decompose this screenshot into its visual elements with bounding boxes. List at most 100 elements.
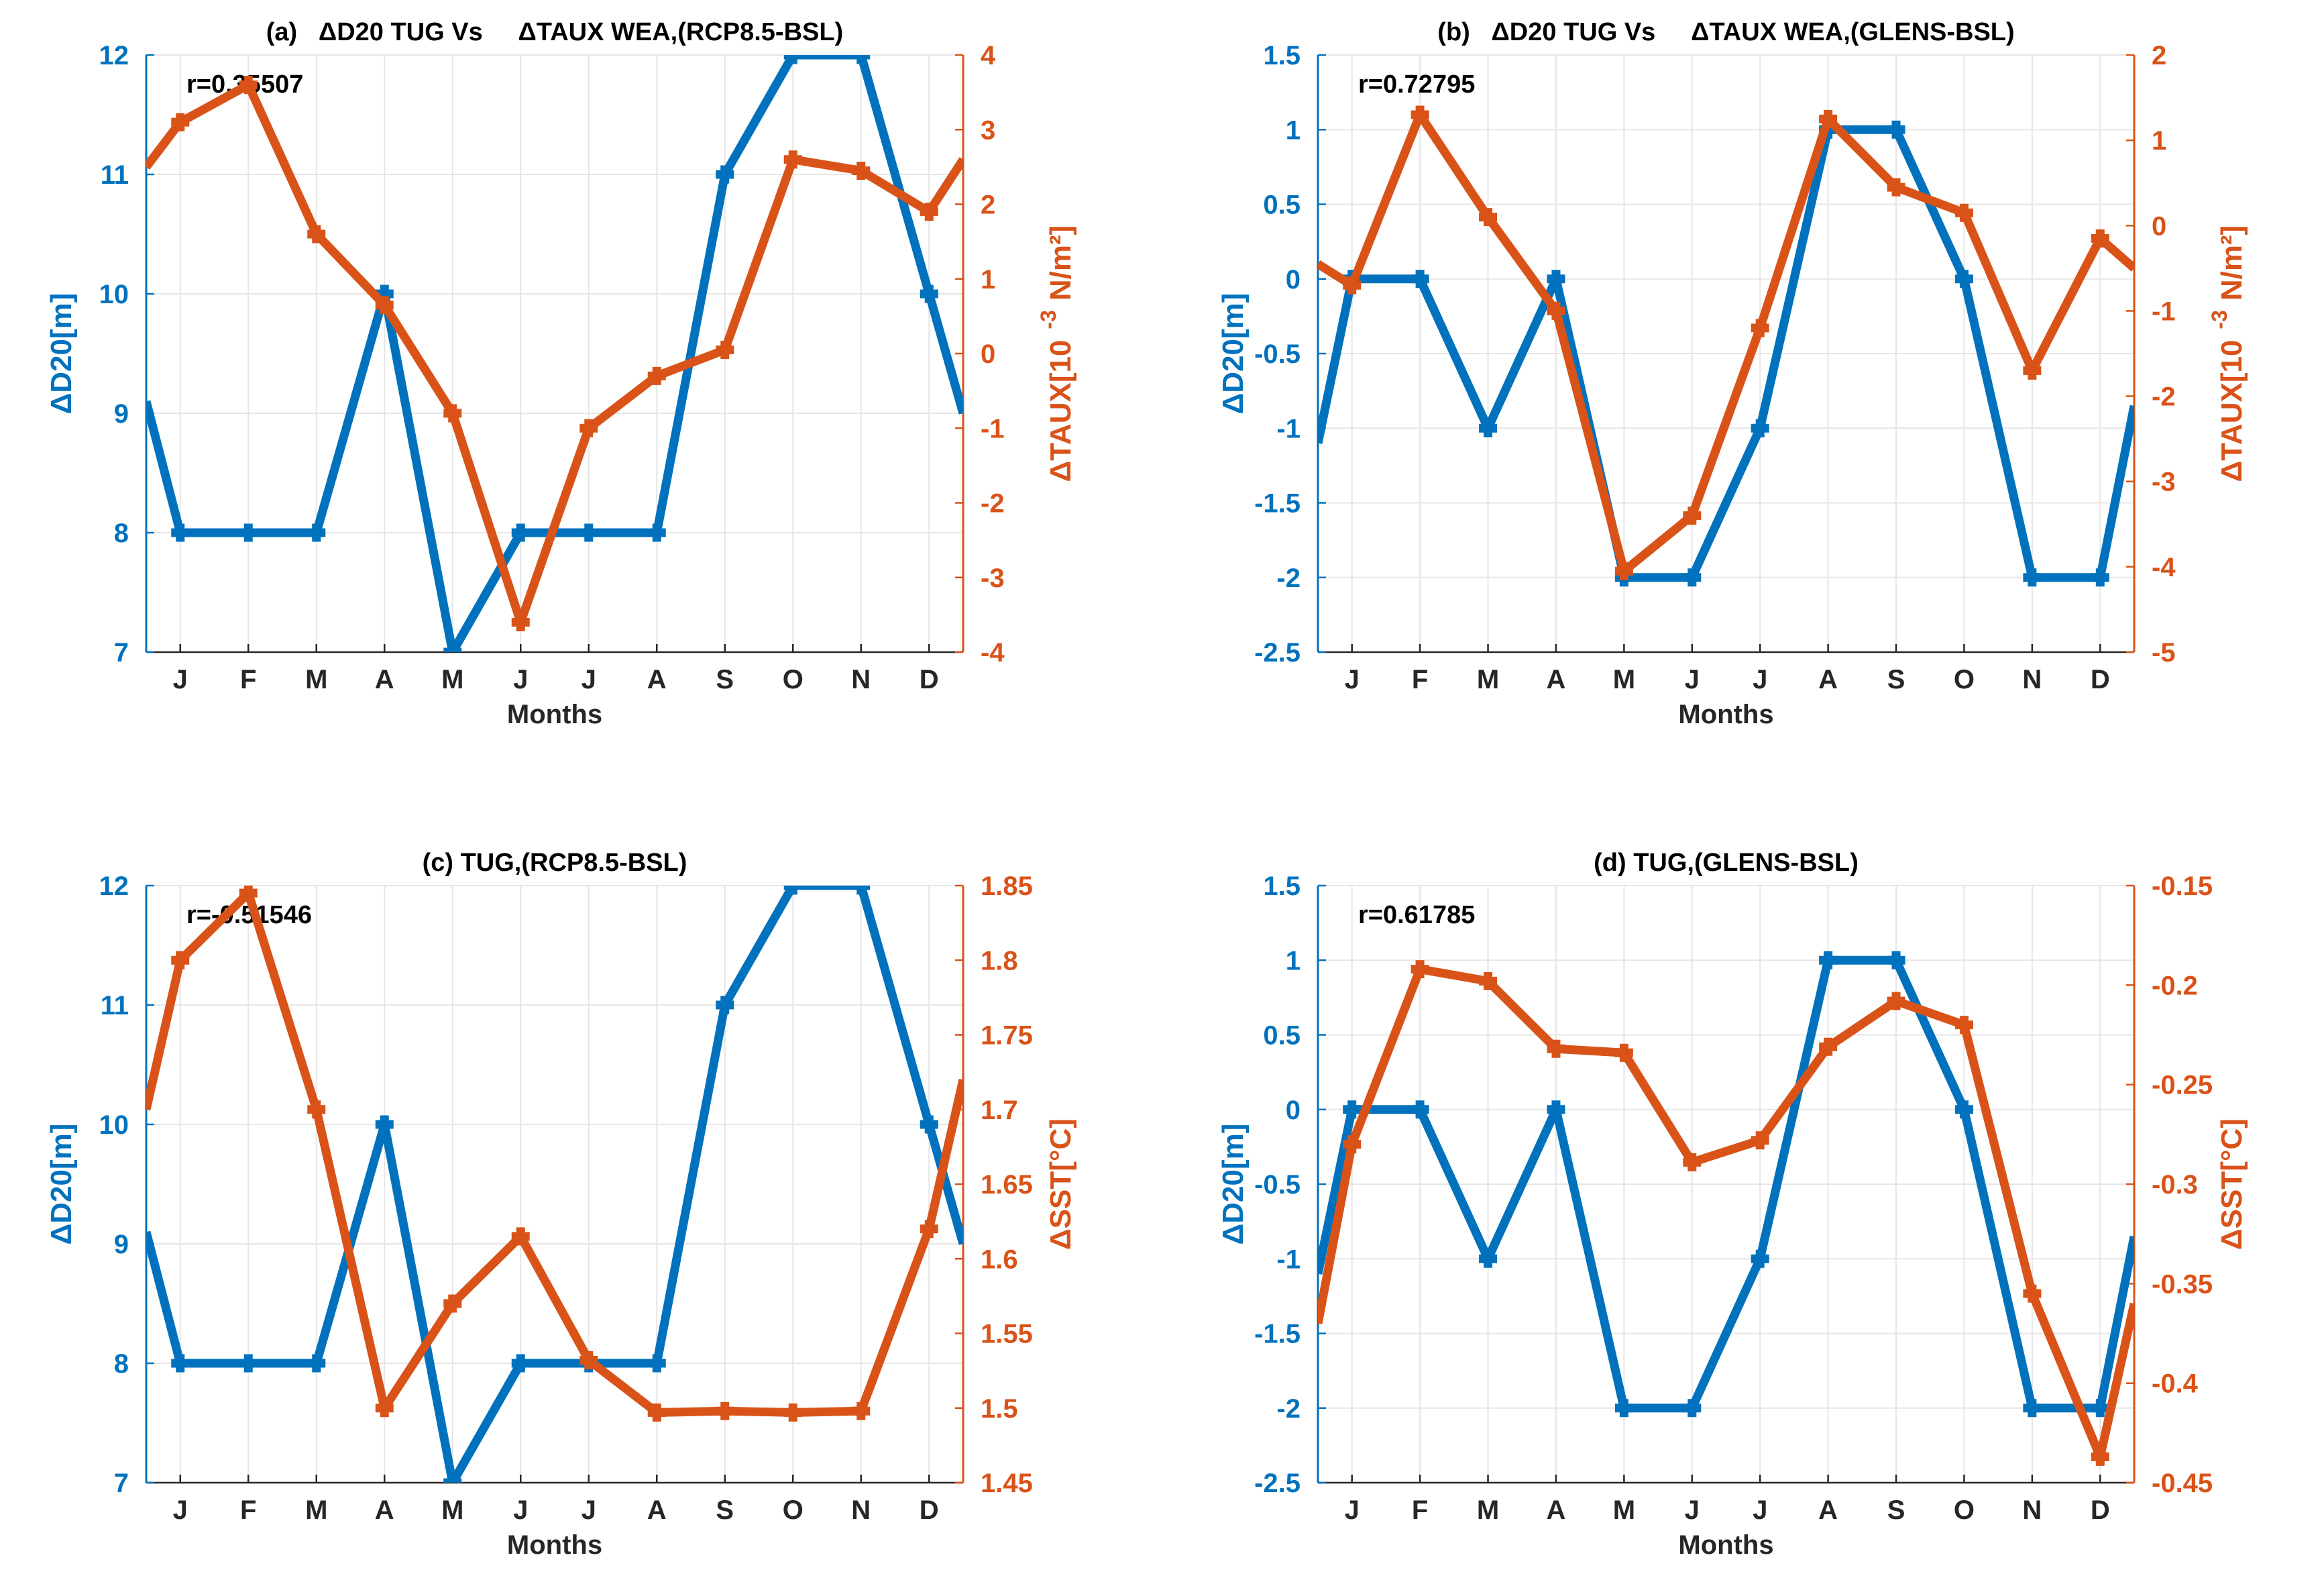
data-point (783, 150, 802, 169)
x-tick-label: M (1477, 1495, 1499, 1525)
x-tick-label: O (1954, 665, 1975, 694)
x-axis-label: Months (507, 700, 602, 729)
left-tick-label: 1 (1286, 946, 1301, 975)
x-tick-label: A (1547, 1495, 1566, 1525)
left-axis-label: ΔD20[m] (1217, 1124, 1250, 1245)
left-tick-label: 12 (99, 41, 129, 70)
right-tick-label: 2 (981, 191, 995, 220)
data-point (2023, 1284, 2042, 1303)
x-tick-label: A (375, 665, 394, 694)
data-point (1547, 1039, 1565, 1058)
data-point (1614, 1399, 1633, 1418)
data-point (783, 55, 802, 64)
x-tick-label: S (716, 1495, 734, 1525)
data-point (647, 1354, 666, 1373)
data-point (1683, 568, 1702, 587)
left-tick-label: 1.5 (1263, 872, 1301, 901)
left-tick-label: -2.5 (1254, 638, 1301, 668)
x-tick-label: N (851, 1495, 871, 1525)
data-point (307, 1354, 326, 1373)
left-tick-label: -2 (1276, 1394, 1301, 1424)
series-line (1318, 955, 2134, 1413)
data-point (1954, 1016, 1973, 1035)
data-point (375, 1399, 394, 1418)
data-point (443, 1294, 462, 1313)
data-point (2091, 229, 2109, 248)
data-point (1479, 419, 1498, 437)
right-tick-label: -0.35 (2152, 1269, 2213, 1299)
data-point (1954, 1100, 1973, 1119)
data-point (239, 1354, 258, 1373)
left-tick-label: 8 (114, 519, 129, 548)
series-right (146, 76, 963, 631)
right-tick-label: 1.7 (981, 1096, 1018, 1125)
data-point (783, 1403, 802, 1422)
x-tick-label: N (2022, 665, 2042, 694)
data-point (511, 613, 530, 631)
data-point (1683, 1399, 1702, 1418)
left-tick-label: 8 (114, 1349, 129, 1379)
left-tick-label: 1.5 (1263, 41, 1301, 70)
data-point (307, 1100, 326, 1119)
series-line (146, 55, 963, 652)
data-point (171, 1354, 190, 1373)
data-point (1819, 1037, 1838, 1056)
left-tick-label: 7 (114, 1469, 129, 1498)
chart-title: (b) ΔD20 TUG Vs ΔTAUX WEA,(GLENS-BSL) (1437, 18, 2014, 46)
left-tick-label: -2.5 (1254, 1469, 1301, 1498)
data-point (1547, 301, 1565, 320)
left-tick-label: 9 (114, 399, 129, 429)
data-point (920, 284, 938, 303)
data-point (1410, 270, 1429, 288)
x-tick-label: J (582, 665, 596, 694)
data-point (920, 1220, 938, 1238)
x-tick-label: O (1954, 1495, 1975, 1525)
data-point (1410, 1100, 1429, 1119)
data-point (1614, 562, 1633, 580)
correlation-annotation: r=0.61785 (1358, 901, 1475, 929)
x-tick-label: A (1818, 1495, 1838, 1525)
data-point (375, 1115, 394, 1134)
data-point (852, 886, 871, 895)
right-tick-label: -1 (2152, 297, 2176, 326)
x-tick-label: S (1887, 665, 1905, 694)
left-tick-label: 0.5 (1263, 191, 1301, 220)
data-point (716, 996, 734, 1014)
series-line (1318, 110, 2134, 576)
data-point (443, 1473, 462, 1483)
data-point (1887, 178, 1905, 197)
left-axis-label: ΔD20[m] (1217, 293, 1250, 415)
x-tick-label: M (1613, 1495, 1635, 1525)
x-tick-label: A (375, 1495, 394, 1525)
right-tick-label: -0.4 (2152, 1369, 2199, 1399)
right-tick-label: -1 (981, 414, 1005, 443)
data-point (443, 643, 462, 652)
data-point (239, 886, 258, 902)
x-tick-label: J (1345, 665, 1360, 694)
left-tick-label: 0.5 (1263, 1021, 1301, 1051)
x-tick-label: F (1412, 1495, 1428, 1525)
data-point (716, 340, 734, 359)
data-point (375, 296, 394, 315)
left-tick-label: 10 (99, 1110, 129, 1140)
x-tick-label: M (305, 665, 327, 694)
x-tick-label: J (173, 665, 188, 694)
data-point (1887, 992, 1905, 1010)
right-tick-label: 1 (2152, 126, 2166, 156)
data-point (1479, 971, 1498, 990)
right-tick-label: -0.2 (2152, 971, 2198, 1000)
x-tick-label: J (173, 1495, 188, 1525)
left-tick-label: 1 (1286, 115, 1301, 145)
right-tick-label: 1.65 (981, 1170, 1033, 1200)
x-tick-label: N (851, 665, 871, 694)
data-point (1819, 109, 1838, 128)
x-tick-label: A (1547, 665, 1566, 694)
left-tick-label: 12 (99, 872, 129, 901)
right-tick-label: 0 (2152, 211, 2166, 241)
series-right (1318, 960, 2134, 1466)
data-point (1410, 960, 1429, 979)
right-tick-label: 1.5 (981, 1394, 1018, 1424)
right-tick-label: -0.15 (2152, 872, 2213, 901)
right-tick-label: 1.8 (981, 946, 1018, 975)
data-point (443, 404, 462, 423)
